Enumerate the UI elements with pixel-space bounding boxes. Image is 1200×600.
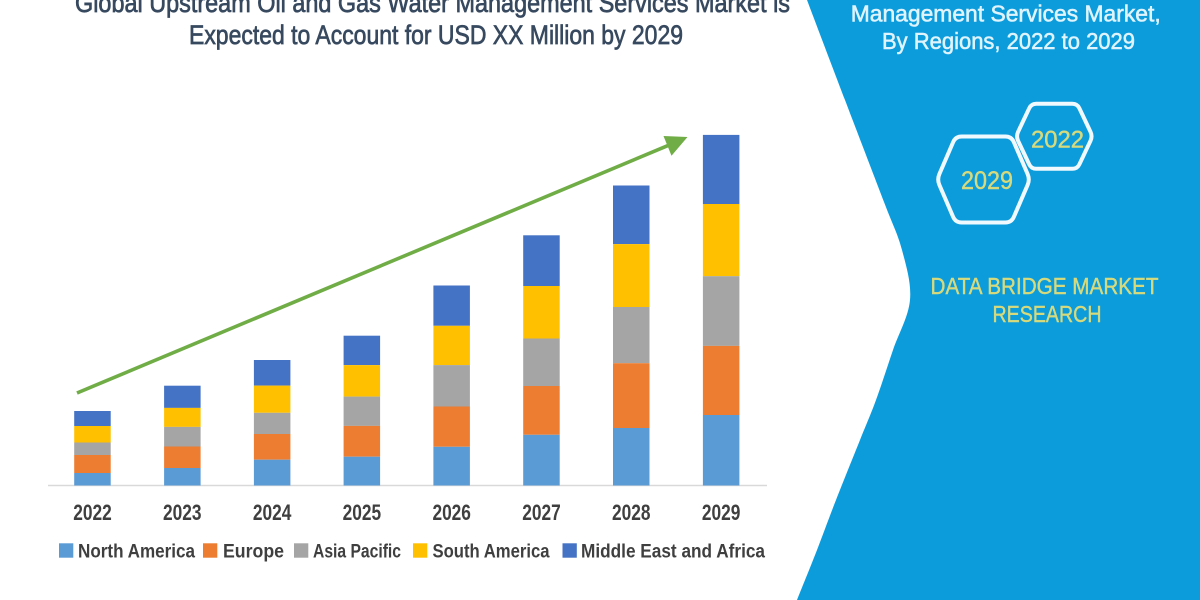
- svg-text:2029: 2029: [702, 500, 741, 525]
- svg-text:2023: 2023: [163, 500, 202, 525]
- svg-text:2028: 2028: [612, 500, 651, 525]
- svg-text:Asia Pacific: Asia Pacific: [313, 542, 401, 563]
- svg-text:By Regions, 2022 to 2029: By Regions, 2022 to 2029: [882, 28, 1135, 54]
- svg-text:2024: 2024: [253, 500, 292, 525]
- svg-text:2022: 2022: [73, 500, 112, 525]
- svg-text:2029: 2029: [961, 167, 1013, 195]
- svg-text:RESEARCH: RESEARCH: [993, 301, 1102, 327]
- svg-text:Europe: Europe: [223, 542, 284, 563]
- svg-text:DATA BRIDGE MARKET: DATA BRIDGE MARKET: [931, 273, 1159, 299]
- svg-text:Expected to Account for USD XX: Expected to Account for USD XX Million b…: [189, 20, 683, 50]
- svg-text:North America: North America: [78, 542, 195, 563]
- svg-text:South America: South America: [433, 542, 550, 563]
- svg-text:2022: 2022: [1031, 127, 1084, 154]
- svg-text:2027: 2027: [522, 500, 561, 525]
- svg-text:2025: 2025: [343, 500, 382, 525]
- svg-text:Management Services Market,: Management Services Market,: [851, 1, 1161, 27]
- svg-text:2026: 2026: [432, 500, 471, 525]
- svg-text:Middle East and Africa: Middle East and Africa: [581, 542, 765, 563]
- svg-text:Global Upstream Oil and Gas Wa: Global Upstream Oil and Gas Water Manage…: [75, 0, 790, 18]
